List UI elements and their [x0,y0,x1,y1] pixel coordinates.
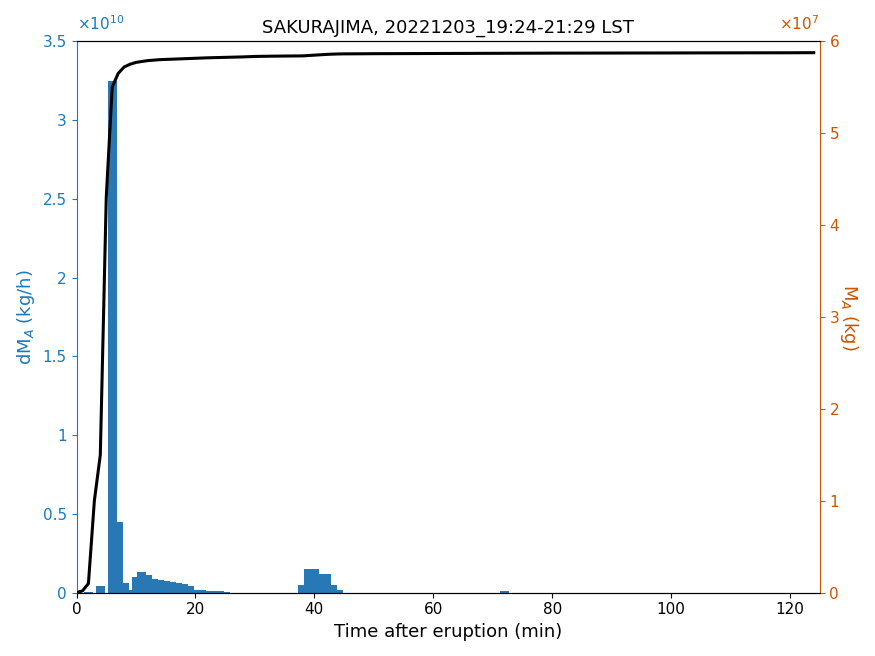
Bar [333,590,343,593]
Bar [167,583,176,593]
Y-axis label: M$_A$ (kg): M$_A$ (kg) [838,283,860,350]
Bar [179,584,188,593]
Text: $\times\mathregular{10}^{\mathregular{7}}$: $\times\mathregular{10}^{\mathregular{7}… [780,14,820,33]
Bar [185,586,194,593]
Bar [197,590,206,593]
Bar [500,591,509,593]
Bar [161,581,170,593]
Bar [304,569,313,593]
Bar [322,574,331,593]
Bar [298,585,307,593]
Bar [144,575,152,593]
Bar [131,577,141,593]
Bar [328,585,337,593]
Bar [316,574,325,593]
Bar [96,586,105,593]
Bar [191,590,200,593]
Y-axis label: dM$_A$ (kg/h): dM$_A$ (kg/h) [15,269,37,365]
Text: $\times\mathregular{10}^{\mathregular{10}}$: $\times\mathregular{10}^{\mathregular{10… [76,14,123,33]
Bar [114,522,122,593]
Bar [214,592,224,593]
Bar [209,591,218,593]
Bar [150,579,158,593]
Bar [220,592,229,593]
X-axis label: Time after eruption (min): Time after eruption (min) [334,623,563,641]
Bar [137,572,146,593]
Bar [120,583,129,593]
Bar [310,569,318,593]
Bar [126,590,135,593]
Title: SAKURAJIMA, 20221203_19:24-21:29 LST: SAKURAJIMA, 20221203_19:24-21:29 LST [262,19,634,37]
Bar [84,592,93,593]
Bar [108,81,116,593]
Bar [203,591,212,593]
Bar [155,580,164,593]
Bar [173,583,182,593]
